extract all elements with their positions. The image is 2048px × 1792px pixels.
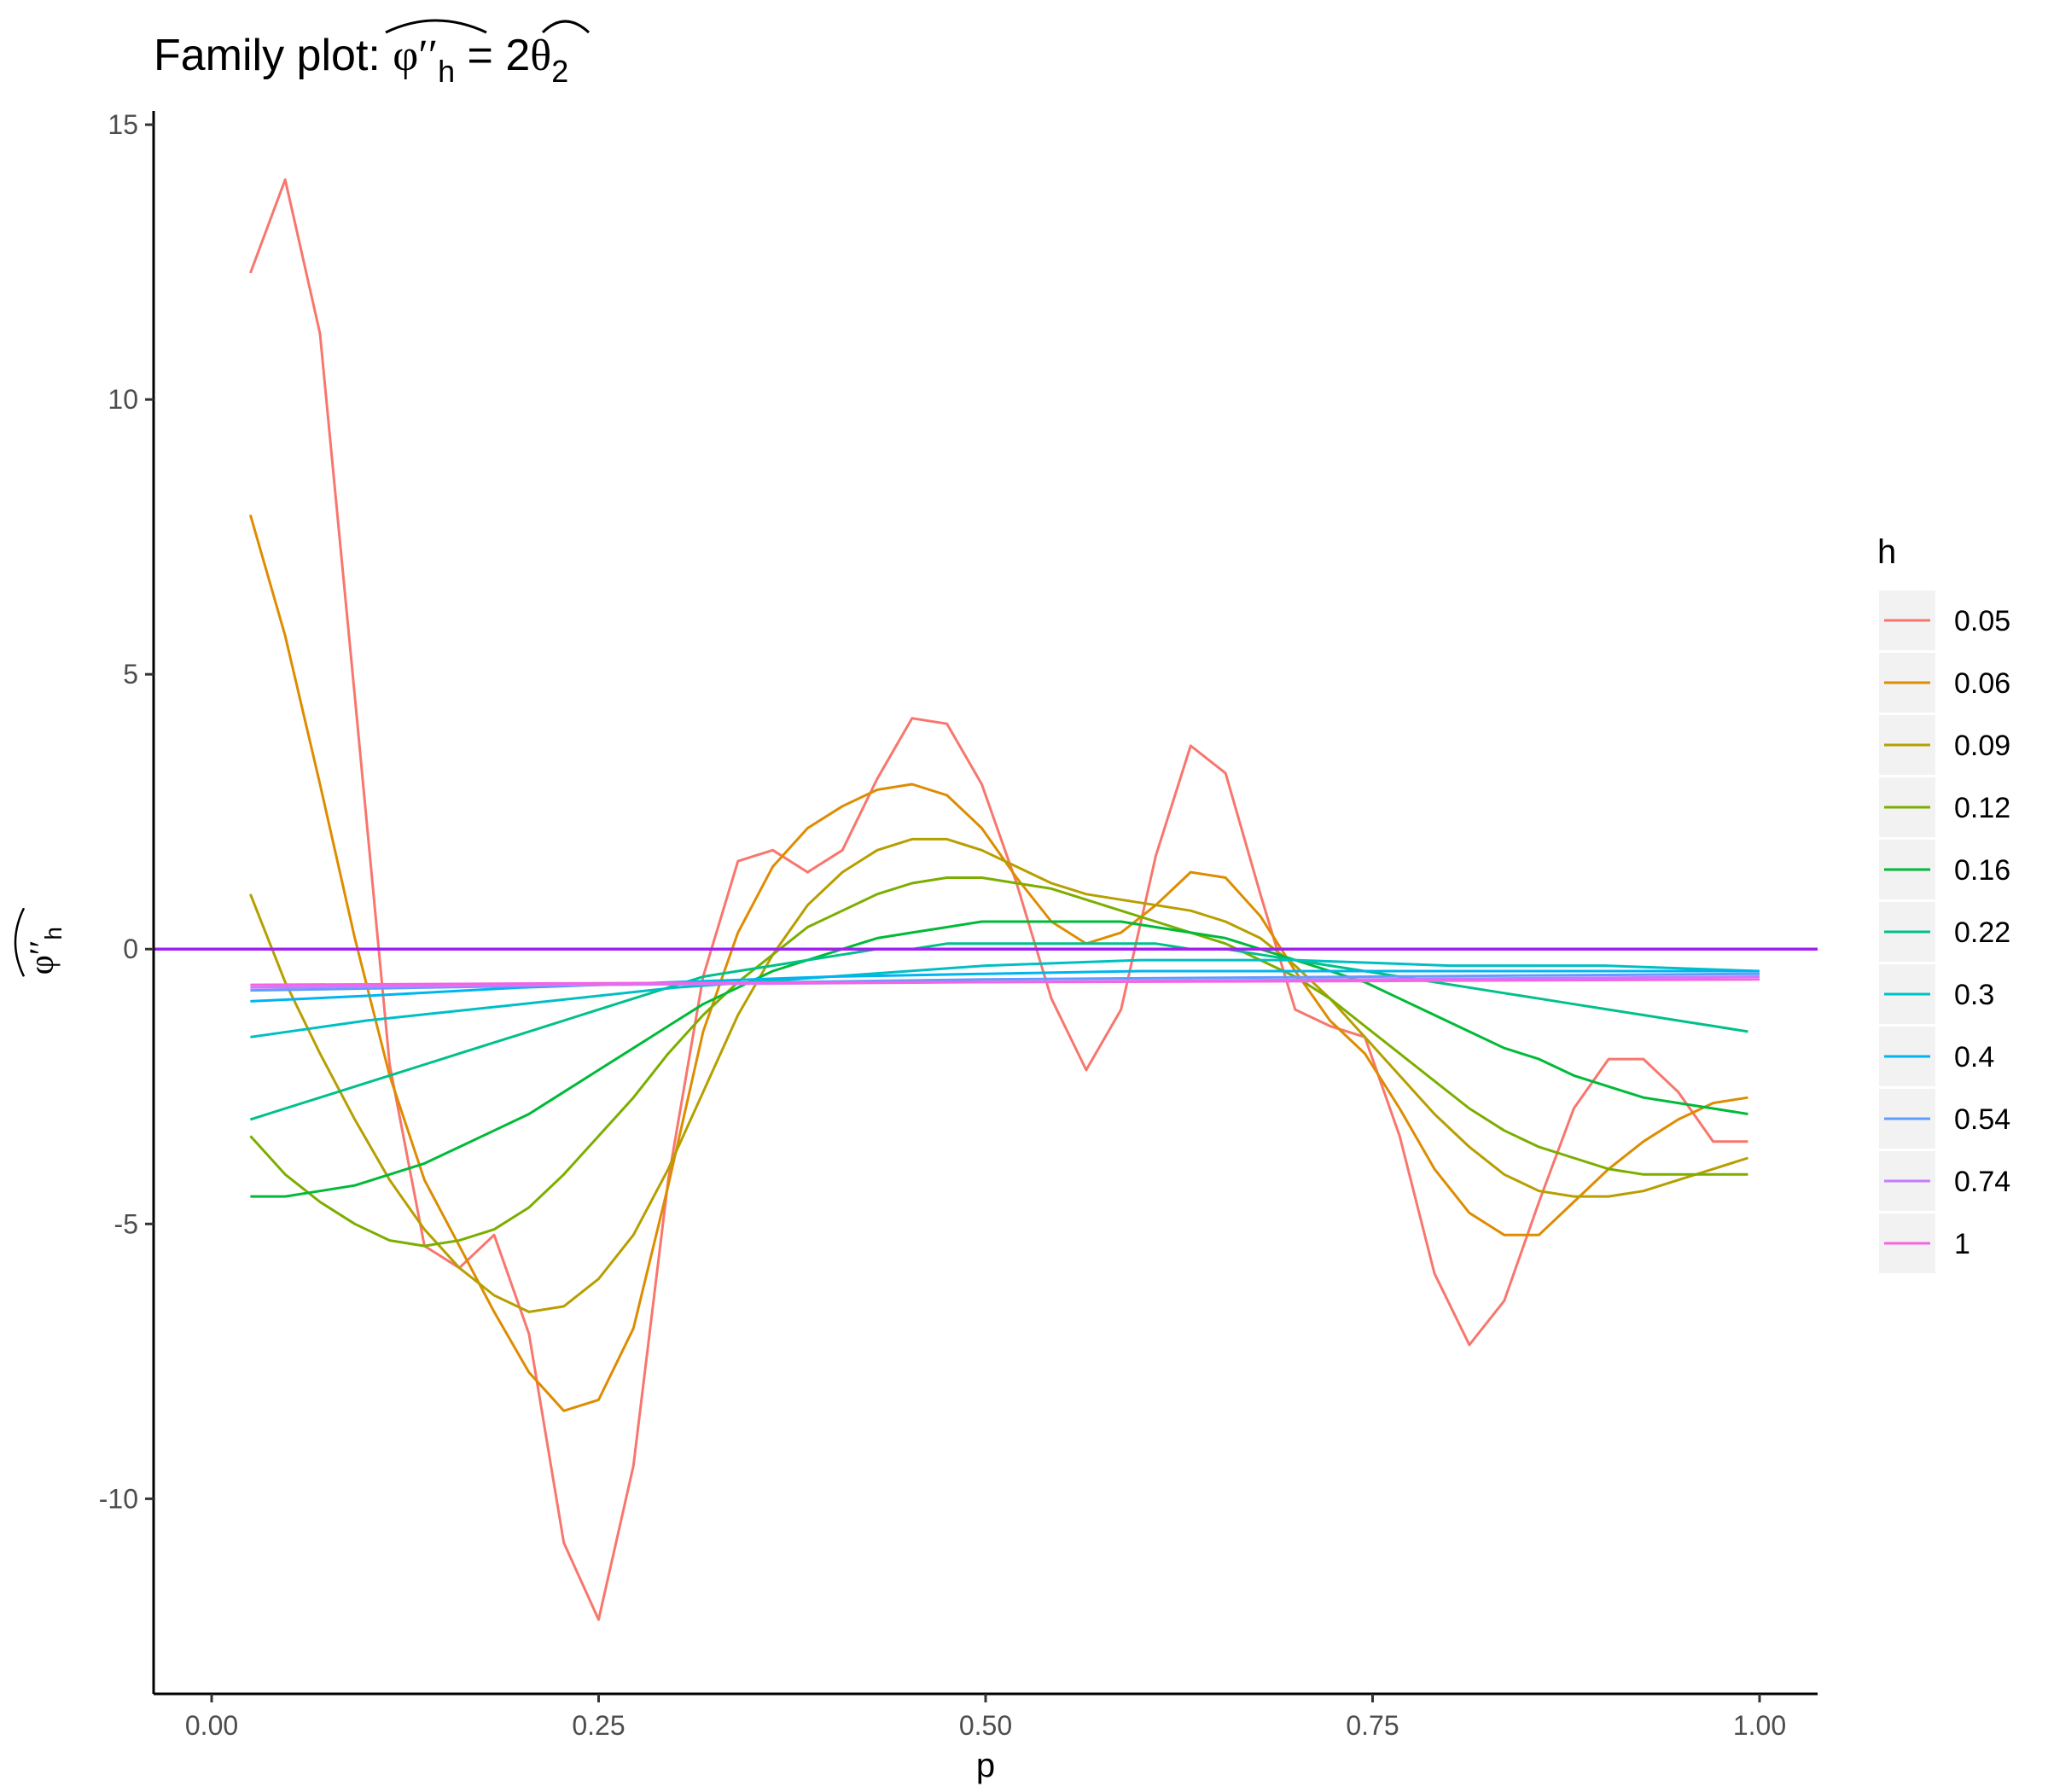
y-axis-title: φ′′h xyxy=(14,907,67,977)
title-hat-phi xyxy=(385,19,487,34)
y-title-sub-h: h xyxy=(40,927,67,940)
legend-title: h xyxy=(1877,533,1896,571)
axes: -10 -5 0 5 10 15 0.00 0.25 0.50 0.75 1.00 xyxy=(99,109,1818,1741)
series-line-h-0_16 xyxy=(250,920,1748,1198)
legend-label: 0.16 xyxy=(1954,854,2010,887)
title-prefix: Family plot: xyxy=(154,31,393,80)
title-equals: = 2 xyxy=(455,31,530,80)
series-line-h-0_09 xyxy=(249,837,1748,1313)
legend-label: 0.05 xyxy=(1954,605,2010,637)
y-tick-label: -10 xyxy=(99,1483,138,1514)
series-line-h-0_22 xyxy=(249,942,1748,1121)
y-axis-title-rotated: φ′′h xyxy=(14,907,67,977)
series-line-h-0_06 xyxy=(248,514,1748,1412)
legend: h 0.05 0.06 0.09 0.12 0.16 0.22 0.3 0.4 0.54 0.74… xyxy=(1877,533,2010,1273)
series-line-h-1 xyxy=(250,978,1760,986)
x-tick-label: 0.75 xyxy=(1346,1710,1399,1741)
series-line-h-0_3 xyxy=(250,958,1760,1039)
y-tick-label: 5 xyxy=(123,659,138,689)
x-tick-label: 0.00 xyxy=(185,1710,238,1741)
x-tick-label: 0.50 xyxy=(959,1710,1012,1741)
y-title-phi: φ xyxy=(22,955,61,975)
x-tick-label: 0.25 xyxy=(572,1710,625,1741)
y-tick-label: -5 xyxy=(114,1208,138,1239)
y-tick-label: 10 xyxy=(108,384,138,415)
legend-label: 0.06 xyxy=(1954,667,2010,700)
series-line-h-0_4 xyxy=(250,969,1760,1003)
series-line-h-0_05 xyxy=(248,178,1748,1621)
series-line-h-0_12 xyxy=(249,876,1748,1248)
y-title-primes: ′′ xyxy=(22,940,61,956)
legend-label: 0.09 xyxy=(1954,730,2010,762)
series-lines xyxy=(248,178,1760,1621)
legend-label: 0.74 xyxy=(1954,1166,2010,1198)
plot-area: -10 -5 0 5 10 15 0.00 0.25 0.50 0.75 1.00 xyxy=(99,109,1818,1741)
x-axis-title: p xyxy=(976,1747,995,1784)
x-tick-label: 1.00 xyxy=(1733,1710,1786,1741)
y-axis-title-text: φ′′h xyxy=(22,927,67,975)
legend-label: 0.54 xyxy=(1954,1103,2010,1136)
legend-label: 0.12 xyxy=(1954,792,2010,824)
title-theta: θ xyxy=(530,32,551,80)
y-tick-label: 15 xyxy=(108,109,138,140)
legend-items: 0.05 0.06 0.09 0.12 0.16 0.22 0.3 0.4 0.54 0.74 1 xyxy=(1879,591,2010,1273)
title-phi: φ xyxy=(393,32,418,80)
y-title-hat xyxy=(14,907,26,977)
legend-label: 0.22 xyxy=(1954,916,2010,949)
title-primes: ′′ xyxy=(418,32,438,80)
legend-label: 0.4 xyxy=(1954,1041,1994,1073)
title-text: Family plot: φ′′h = 2θ2 xyxy=(154,31,568,89)
y-tick-label: 0 xyxy=(123,934,138,964)
title-sub-2: 2 xyxy=(551,54,568,89)
legend-label: 1 xyxy=(1954,1228,1970,1260)
title-sub-h: h xyxy=(438,54,455,89)
title-hat-theta xyxy=(541,20,591,34)
legend-label: 0.3 xyxy=(1954,979,1994,1011)
chart-title: Family plot: φ′′h = 2θ2 xyxy=(154,19,591,89)
